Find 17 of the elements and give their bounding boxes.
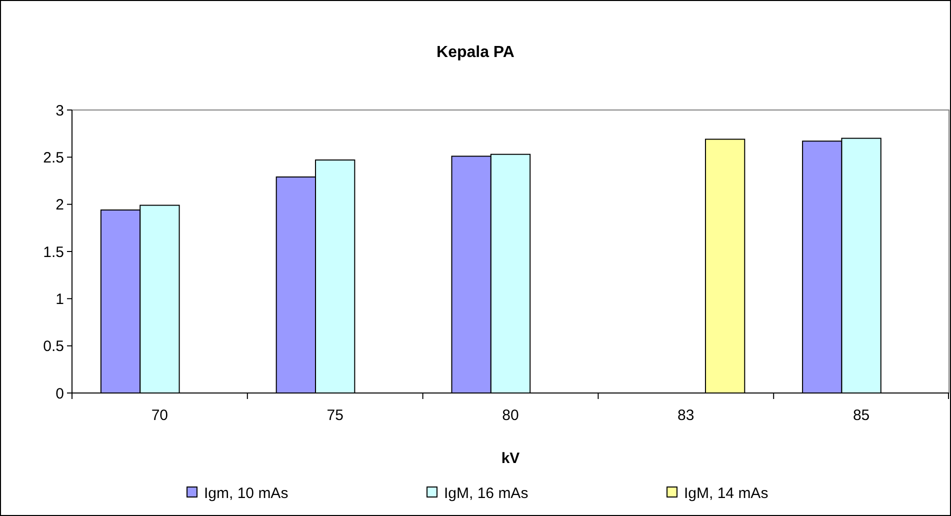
y-tick-label: 3 bbox=[56, 102, 64, 120]
y-tick-label: 1.5 bbox=[43, 244, 64, 261]
x-axis-title: kV bbox=[501, 450, 520, 467]
x-tick-label: 70 bbox=[151, 407, 168, 424]
legend-label: IgM, 16 mAs bbox=[444, 485, 528, 502]
chart-title: Kepala PA bbox=[436, 44, 515, 61]
y-tick-label: 1 bbox=[56, 290, 64, 308]
legend-label: IgM, 14 mAs bbox=[684, 485, 768, 502]
y-tick-label: 0 bbox=[56, 385, 64, 402]
y-tick-label: 2.5 bbox=[43, 149, 64, 166]
x-tick-label: 83 bbox=[678, 407, 694, 424]
y-tick-label: 0.5 bbox=[43, 338, 64, 356]
y-tick-label: 2 bbox=[56, 196, 64, 214]
x-tick-label: 80 bbox=[502, 407, 519, 424]
x-tick-label: 75 bbox=[326, 407, 344, 424]
legend-label: Igm, 10 mAs bbox=[204, 485, 288, 502]
x-tick-label: 85 bbox=[852, 407, 870, 424]
